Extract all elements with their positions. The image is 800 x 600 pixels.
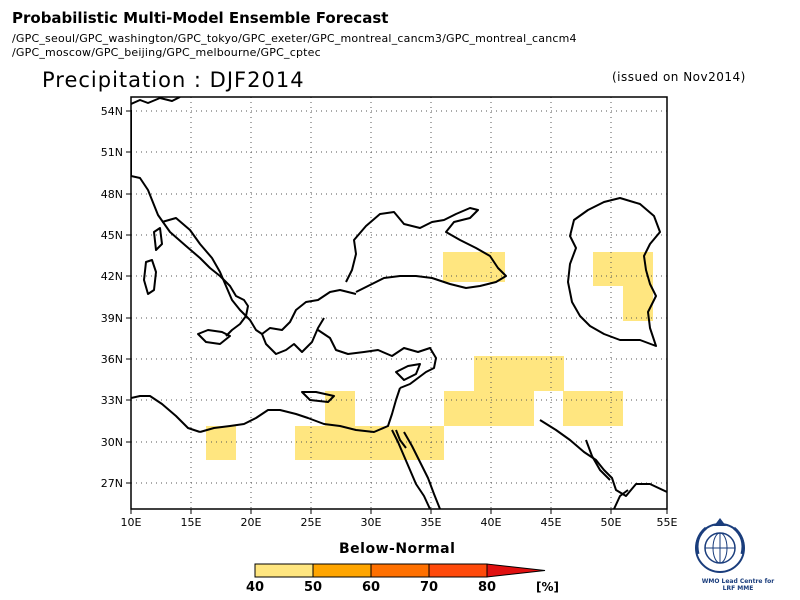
colorbar-unit: [%] bbox=[536, 580, 559, 594]
lon-label: 55E bbox=[657, 516, 678, 529]
colorbar-tick: 60 bbox=[361, 580, 381, 595]
coastlines bbox=[131, 97, 667, 509]
lat-label: 42N bbox=[101, 270, 123, 283]
wmo-caption: WMO Lead Centre for LRF MME bbox=[688, 578, 788, 592]
lat-label: 30N bbox=[101, 436, 123, 449]
colorbar-label: Below-Normal bbox=[339, 541, 456, 557]
lat-label: 48N bbox=[101, 188, 123, 201]
issued-date: (issued on Nov2014) bbox=[612, 70, 746, 84]
colorbar-swatch-70-80 bbox=[428, 563, 488, 578]
lat-label: 36N bbox=[101, 353, 123, 366]
lat-label: 51N bbox=[101, 146, 123, 159]
map-grid bbox=[131, 97, 667, 509]
lat-label: 27N bbox=[101, 477, 123, 490]
wmo-caption-line-2: LRF MME bbox=[722, 585, 754, 592]
wmo-caption-line-1: WMO Lead Centre for bbox=[701, 578, 775, 585]
lon-label: 10E bbox=[121, 516, 142, 529]
colorbar-tick: 50 bbox=[303, 580, 323, 595]
lon-label: 25E bbox=[301, 516, 322, 529]
colorbar-tick: 70 bbox=[419, 580, 439, 595]
lon-label: 35E bbox=[421, 516, 442, 529]
model-list-line-1: /GPC_seoul/GPC_washington/GPC_tokyo/GPC_… bbox=[12, 32, 577, 45]
colorbar-tick: 40 bbox=[245, 580, 265, 595]
lon-label: 20E bbox=[241, 516, 262, 529]
lon-label: 30E bbox=[361, 516, 382, 529]
colorbar-arrow bbox=[486, 563, 546, 578]
colorbar-swatch-50-60 bbox=[312, 563, 372, 578]
lat-label: 54N bbox=[101, 105, 123, 118]
lon-label: 45E bbox=[541, 516, 562, 529]
lat-label: 39N bbox=[101, 312, 123, 325]
page-title: Probabilistic Multi-Model Ensemble Forec… bbox=[12, 9, 389, 27]
lon-label: 15E bbox=[181, 516, 202, 529]
map-frame bbox=[130, 96, 668, 510]
lon-label: 40E bbox=[481, 516, 502, 529]
colorbar-swatch-40-50 bbox=[254, 563, 314, 578]
forecast-cells bbox=[206, 252, 653, 460]
colorbar bbox=[254, 563, 546, 578]
colorbar-swatch-60-70 bbox=[370, 563, 430, 578]
model-list-line-2: /GPC_moscow/GPC_beijing/GPC_melbourne/GP… bbox=[12, 46, 321, 59]
map-title: Precipitation : DJF2014 bbox=[42, 68, 305, 92]
lat-label: 33N bbox=[101, 394, 123, 407]
colorbar-tick: 80 bbox=[477, 580, 497, 595]
wmo-logo-icon bbox=[695, 518, 745, 573]
lat-label: 45N bbox=[101, 229, 123, 242]
lon-label: 50E bbox=[601, 516, 622, 529]
